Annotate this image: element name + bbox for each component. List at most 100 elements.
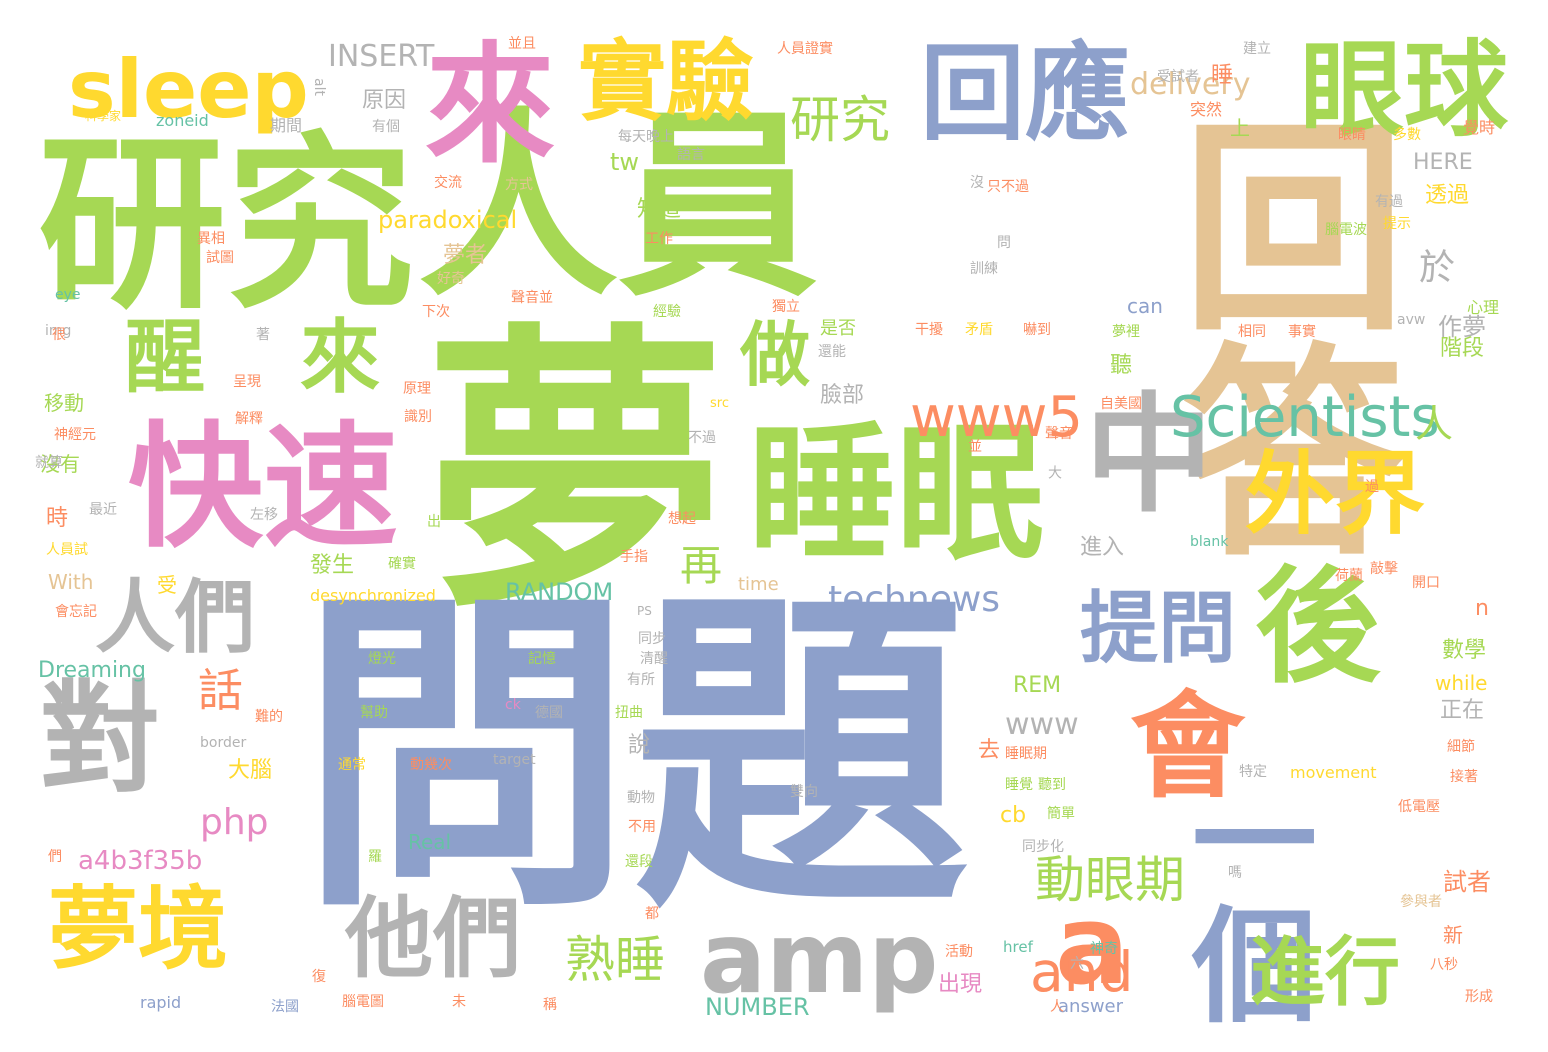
- word-60: zoneid: [156, 111, 209, 130]
- word-106: 沒: [970, 175, 984, 191]
- word-91: 沒有: [40, 452, 80, 476]
- word-117: 好奇: [437, 271, 465, 287]
- word-176: 特定: [1239, 764, 1267, 780]
- word-86: 正在: [1440, 698, 1485, 723]
- word-82: 發生: [310, 553, 355, 578]
- word-94: 睡眠期: [1005, 746, 1047, 762]
- word-43: 於: [1413, 248, 1454, 284]
- word-24: 外界: [1245, 442, 1425, 547]
- word-165: 有所: [627, 672, 655, 688]
- word-50: REM: [1013, 673, 1062, 698]
- word-57: Real: [408, 830, 452, 854]
- word-11: 回應: [920, 33, 1131, 155]
- word-184: 們: [48, 849, 62, 865]
- word-193: 六: [1070, 956, 1084, 972]
- word-76: 知道: [637, 197, 682, 222]
- word-77: 夢者: [443, 243, 488, 268]
- word-167: 德國: [535, 705, 563, 721]
- word-169: 難的: [255, 709, 283, 725]
- word-111: 每天晚上: [618, 129, 674, 145]
- word-6: 快速: [128, 409, 398, 566]
- word-185: 羅: [368, 849, 382, 865]
- word-192: 形成: [1465, 989, 1493, 1005]
- word-62: img: [45, 323, 72, 339]
- word-59: rapid: [140, 993, 182, 1012]
- word-79: 臉部: [820, 383, 865, 408]
- word-128: 眼睛: [1338, 127, 1366, 143]
- word-14: 醒: [125, 311, 205, 404]
- word-174: 細節: [1447, 739, 1475, 755]
- word-173: 睡覺: [1005, 777, 1033, 793]
- word-114: 方式: [505, 177, 533, 193]
- word-100: 受試者: [1157, 69, 1199, 85]
- word-126: 相同: [1238, 324, 1266, 340]
- word-97: 透過: [1425, 183, 1470, 208]
- word-46: RANDOM: [505, 578, 614, 606]
- word-16: 對: [40, 670, 160, 809]
- word-199: 並: [968, 439, 982, 455]
- word-129: 多數: [1393, 127, 1421, 143]
- word-58: answer: [1058, 996, 1124, 1017]
- word-9: 後: [1255, 555, 1380, 700]
- word-143: 識別: [404, 409, 432, 425]
- word-116: 試圖: [206, 250, 234, 266]
- word-134: 心理: [1467, 298, 1500, 317]
- word-104: 訓練: [970, 261, 998, 277]
- word-15: 來: [300, 311, 380, 404]
- word-39: INSERT: [328, 39, 435, 74]
- word-187: 都: [645, 906, 659, 922]
- word-12: 實驗: [578, 30, 755, 133]
- word-141: 自美國: [1100, 396, 1142, 412]
- word-194: 復: [312, 969, 326, 985]
- word-182: 同步化: [1022, 839, 1064, 855]
- word-71: time: [738, 574, 779, 595]
- word-4: 研究: [38, 116, 414, 335]
- word-48: Dreaming: [38, 658, 146, 683]
- word-72: PS: [637, 604, 652, 618]
- word-49: With: [48, 570, 94, 594]
- word-64: border: [200, 735, 247, 751]
- word-160: 會忘記: [55, 604, 97, 620]
- word-19: 他們: [345, 887, 522, 990]
- word-158: 荷蘭: [1335, 568, 1363, 584]
- word-0: 夢: [425, 300, 725, 649]
- word-27: 做: [740, 314, 810, 396]
- word-2: 回答: [1142, 110, 1404, 560]
- word-156: 確實: [388, 556, 416, 572]
- word-190: 神奇: [1090, 941, 1118, 957]
- word-145: 神經元: [54, 427, 96, 443]
- word-122: 矛盾: [965, 322, 993, 338]
- word-148: 不過: [688, 430, 716, 446]
- word-80: 作夢: [1438, 313, 1486, 341]
- word-133: 腦電波: [1325, 222, 1367, 238]
- word-42: paradoxical: [378, 206, 518, 234]
- word-74: 原因: [362, 88, 407, 113]
- word-89: 受: [157, 573, 177, 597]
- word-178: 簡單: [1047, 806, 1075, 822]
- word-3: 人員: [418, 91, 819, 324]
- word-67: href: [1003, 938, 1033, 956]
- word-65: target: [493, 752, 536, 768]
- word-87: 大腦: [228, 758, 273, 783]
- word-66: src: [710, 396, 729, 411]
- word-131: 提示: [1383, 216, 1411, 232]
- word-183: 嗎: [1228, 865, 1242, 881]
- word-121: 干擾: [915, 322, 943, 338]
- word-135: 聲音並: [511, 290, 553, 306]
- word-115: 異相: [197, 231, 225, 247]
- word-197: 稱: [543, 997, 557, 1013]
- word-168: 幫助: [360, 705, 388, 721]
- word-170: 通常: [338, 757, 366, 773]
- word-47: NUMBER: [705, 993, 810, 1021]
- word-138: 呈現: [233, 374, 261, 390]
- word-108: 人員證實: [777, 41, 833, 57]
- word-102: 建立: [1243, 41, 1271, 57]
- word-17: 人們: [95, 571, 255, 664]
- word-110: 有個: [372, 119, 400, 135]
- word-150: 左移: [250, 507, 278, 523]
- word-146: 聲音: [1045, 426, 1073, 442]
- word-181: 不用: [628, 819, 656, 835]
- word-92: 時: [46, 506, 69, 531]
- word-105: 問: [997, 235, 1011, 251]
